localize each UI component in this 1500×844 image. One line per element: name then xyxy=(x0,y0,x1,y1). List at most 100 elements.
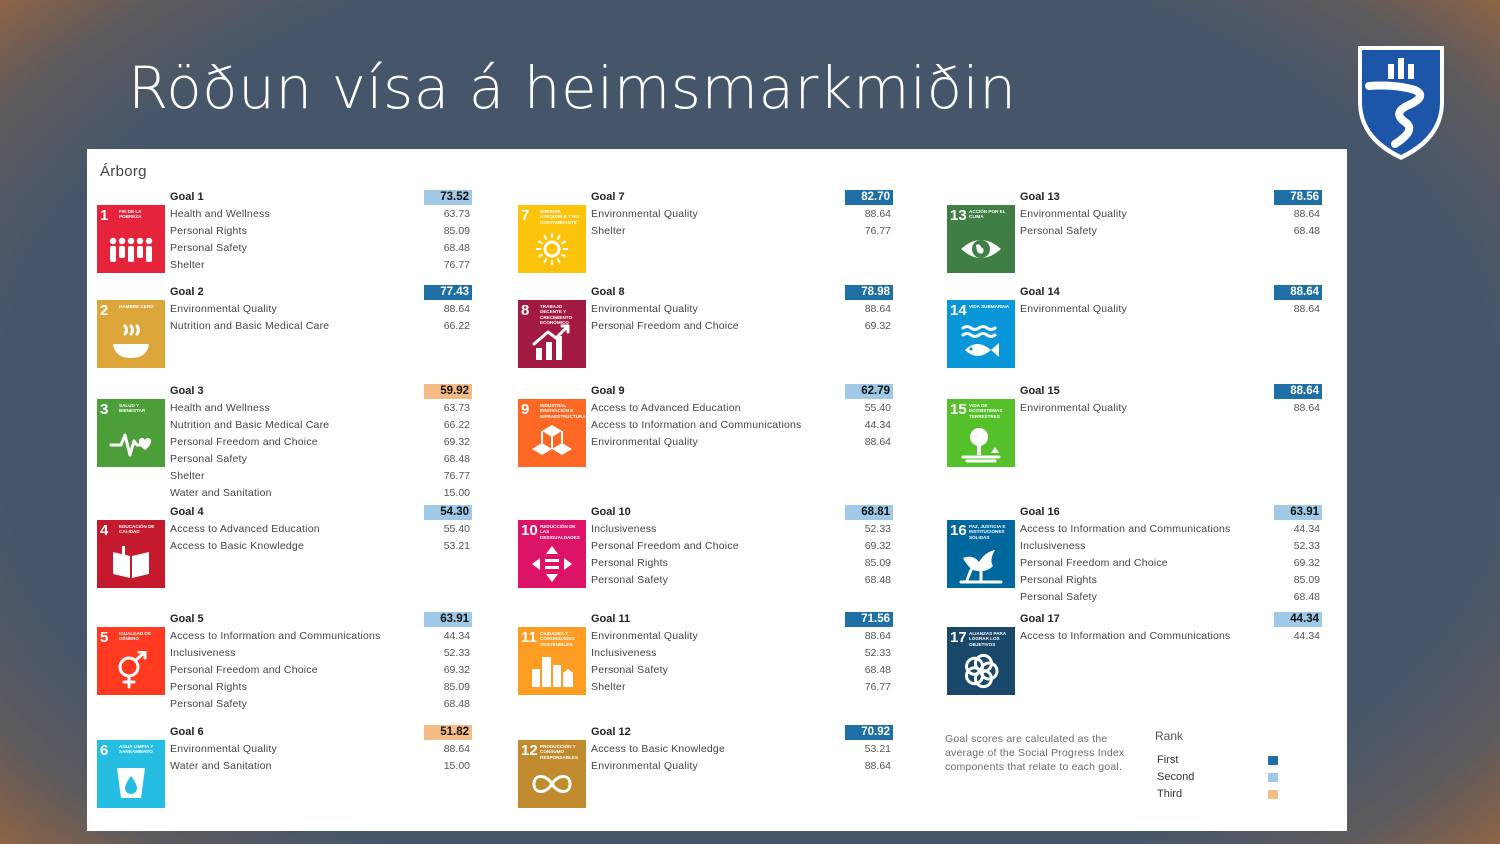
legend-swatch xyxy=(1268,773,1278,782)
component-label: Inclusiveness xyxy=(170,647,236,659)
component-list: Inclusiveness 52.33 Personal Freedom and… xyxy=(591,521,893,589)
legend-item-first: First xyxy=(1155,752,1295,769)
component-value: 52.33 xyxy=(1293,540,1320,552)
component-list: Access to Information and Communications… xyxy=(170,628,472,713)
component-row: Personal Freedom and Choice 69.32 xyxy=(591,318,893,335)
sdg-icon-number: 15 xyxy=(950,401,967,418)
goal-score: 78.56 xyxy=(1274,190,1322,205)
goal-name: Goal 10 xyxy=(591,506,631,518)
component-value: 76.77 xyxy=(443,470,470,482)
component-label: Water and Sanitation xyxy=(170,760,272,772)
component-list: Access to Advanced Education 55.40 Acces… xyxy=(170,521,472,555)
component-label: Personal Rights xyxy=(591,557,669,569)
sdg-icon-caption: Salud y bienestar xyxy=(119,403,146,414)
component-value: 52.33 xyxy=(443,647,470,659)
municipal-crest-icon xyxy=(1358,46,1444,160)
cubes-icon xyxy=(532,425,572,455)
component-row: Access to Information and Communications… xyxy=(1020,628,1322,645)
legend-item-second: Second xyxy=(1155,769,1295,786)
component-label: Inclusiveness xyxy=(591,647,657,659)
sdg-icon-number: 2 xyxy=(100,302,109,319)
sdg-goal-icon: 1 Fin de la pobreza xyxy=(97,205,165,273)
component-value: 88.64 xyxy=(864,436,891,448)
component-row: Personal Safety 68.48 xyxy=(170,240,472,257)
component-list: Environmental Quality 88.64 Nutrition an… xyxy=(170,301,472,335)
partnership-rings-icon xyxy=(965,653,999,689)
goal-name: Goal 1 xyxy=(170,191,204,203)
component-row: Personal Rights 85.09 xyxy=(170,679,472,696)
sdg-icon-caption: Vida submarina xyxy=(969,304,1010,309)
component-value: 44.34 xyxy=(1293,630,1320,642)
sdg-goal-icon: 7 Energía asequible y no contaminante xyxy=(518,205,586,273)
component-value: 68.48 xyxy=(443,242,470,254)
component-value: 85.09 xyxy=(864,557,891,569)
sdg-goal-icon: 10 Reducción de las desigualdades xyxy=(518,520,586,588)
goal-score: 59.92 xyxy=(424,384,472,399)
sdg-icon-caption: Alianzas para lograr los objetivos xyxy=(969,631,1007,647)
component-value: 88.64 xyxy=(864,760,891,772)
component-label: Personal Freedom and Choice xyxy=(591,540,739,552)
sdg-icon-number: 7 xyxy=(521,207,530,224)
component-label: Environmental Quality xyxy=(1020,303,1127,315)
component-label: Environmental Quality xyxy=(1020,208,1127,220)
component-row: Environmental Quality 88.64 xyxy=(591,628,893,645)
legend-label: Third xyxy=(1157,788,1183,800)
sun-icon xyxy=(536,233,568,265)
goal-score: 78.98 xyxy=(845,285,893,300)
sdg-icon-number: 14 xyxy=(950,302,967,319)
component-label: Inclusiveness xyxy=(591,523,657,535)
component-row: Inclusiveness 52.33 xyxy=(170,645,472,662)
component-label: Personal Freedom and Choice xyxy=(170,664,318,676)
sdg-icon-number: 16 xyxy=(950,522,967,539)
panel-title: Árborg xyxy=(100,163,147,180)
component-list: Environmental Quality 88.64 Shelter 76.7… xyxy=(591,206,893,240)
goal-name: Goal 4 xyxy=(170,506,204,518)
goal-name: Goal 11 xyxy=(591,613,631,625)
sdg-icon-caption: Vida de ecosistemas terrestres xyxy=(969,403,1003,419)
component-value: 68.48 xyxy=(1293,225,1320,237)
component-label: Water and Sanitation xyxy=(170,487,272,499)
component-value: 15.00 xyxy=(443,487,470,499)
component-label: Shelter xyxy=(170,470,205,482)
sdg-icon-caption: Paz, justicia e instituciones sólidas xyxy=(969,524,1006,540)
component-label: Shelter xyxy=(170,259,205,271)
sdg-icon-caption: Energía asequible y no contaminante xyxy=(540,209,580,225)
component-row: Environmental Quality 88.64 xyxy=(1020,301,1322,318)
goal-score: 73.52 xyxy=(424,190,472,205)
component-row: Shelter 76.77 xyxy=(170,257,472,274)
component-row: Environmental Quality 88.64 xyxy=(591,301,893,318)
sdg-goal-icon: 3 Salud y bienestar xyxy=(97,399,165,467)
component-label: Personal Safety xyxy=(591,664,669,676)
sdg-icon-number: 3 xyxy=(100,401,109,418)
component-list: Environmental Quality 88.64 Personal Saf… xyxy=(1020,206,1322,240)
component-row: Environmental Quality 88.64 xyxy=(170,741,472,758)
component-value: 68.48 xyxy=(443,698,470,710)
component-row: Inclusiveness 52.33 xyxy=(1020,538,1322,555)
component-label: Personal Freedom and Choice xyxy=(1020,557,1168,569)
sdg-icon-caption: Igualdad de género xyxy=(119,631,151,642)
goal-score: 77.43 xyxy=(424,285,472,300)
component-list: Access to Basic Knowledge 53.21 Environm… xyxy=(591,741,893,775)
sdg-goal-icon: 6 Agua limpia y saneamiento xyxy=(97,740,165,808)
goal-name: Goal 12 xyxy=(591,726,631,738)
component-label: Environmental Quality xyxy=(1020,402,1127,414)
component-label: Environmental Quality xyxy=(591,436,698,448)
goal-name: Goal 7 xyxy=(591,191,625,203)
goal-score: 54.30 xyxy=(424,505,472,520)
sdg-icon-number: 10 xyxy=(521,522,538,539)
legend-swatch xyxy=(1268,790,1278,799)
goal-name: Goal 17 xyxy=(1020,613,1060,625)
sdg-goal-icon: 16 Paz, justicia e instituciones sólidas xyxy=(947,520,1015,588)
component-list: Environmental Quality 88.64 xyxy=(1020,301,1322,318)
component-label: Environmental Quality xyxy=(591,760,698,772)
sdg-goal-icon: 8 Trabajo decente y crecimiento económic… xyxy=(518,300,586,368)
legend-item-third: Third xyxy=(1155,786,1295,803)
component-label: Personal Freedom and Choice xyxy=(170,436,318,448)
sdg-icon-number: 13 xyxy=(950,207,967,224)
sdg-icon-caption: Educación de calidad xyxy=(119,524,155,535)
component-row: Personal Freedom and Choice 69.32 xyxy=(170,434,472,451)
goal-name: Goal 5 xyxy=(170,613,204,625)
component-value: 53.21 xyxy=(864,743,891,755)
component-row: Personal Safety 68.48 xyxy=(1020,223,1322,240)
component-label: Personal Safety xyxy=(170,698,248,710)
